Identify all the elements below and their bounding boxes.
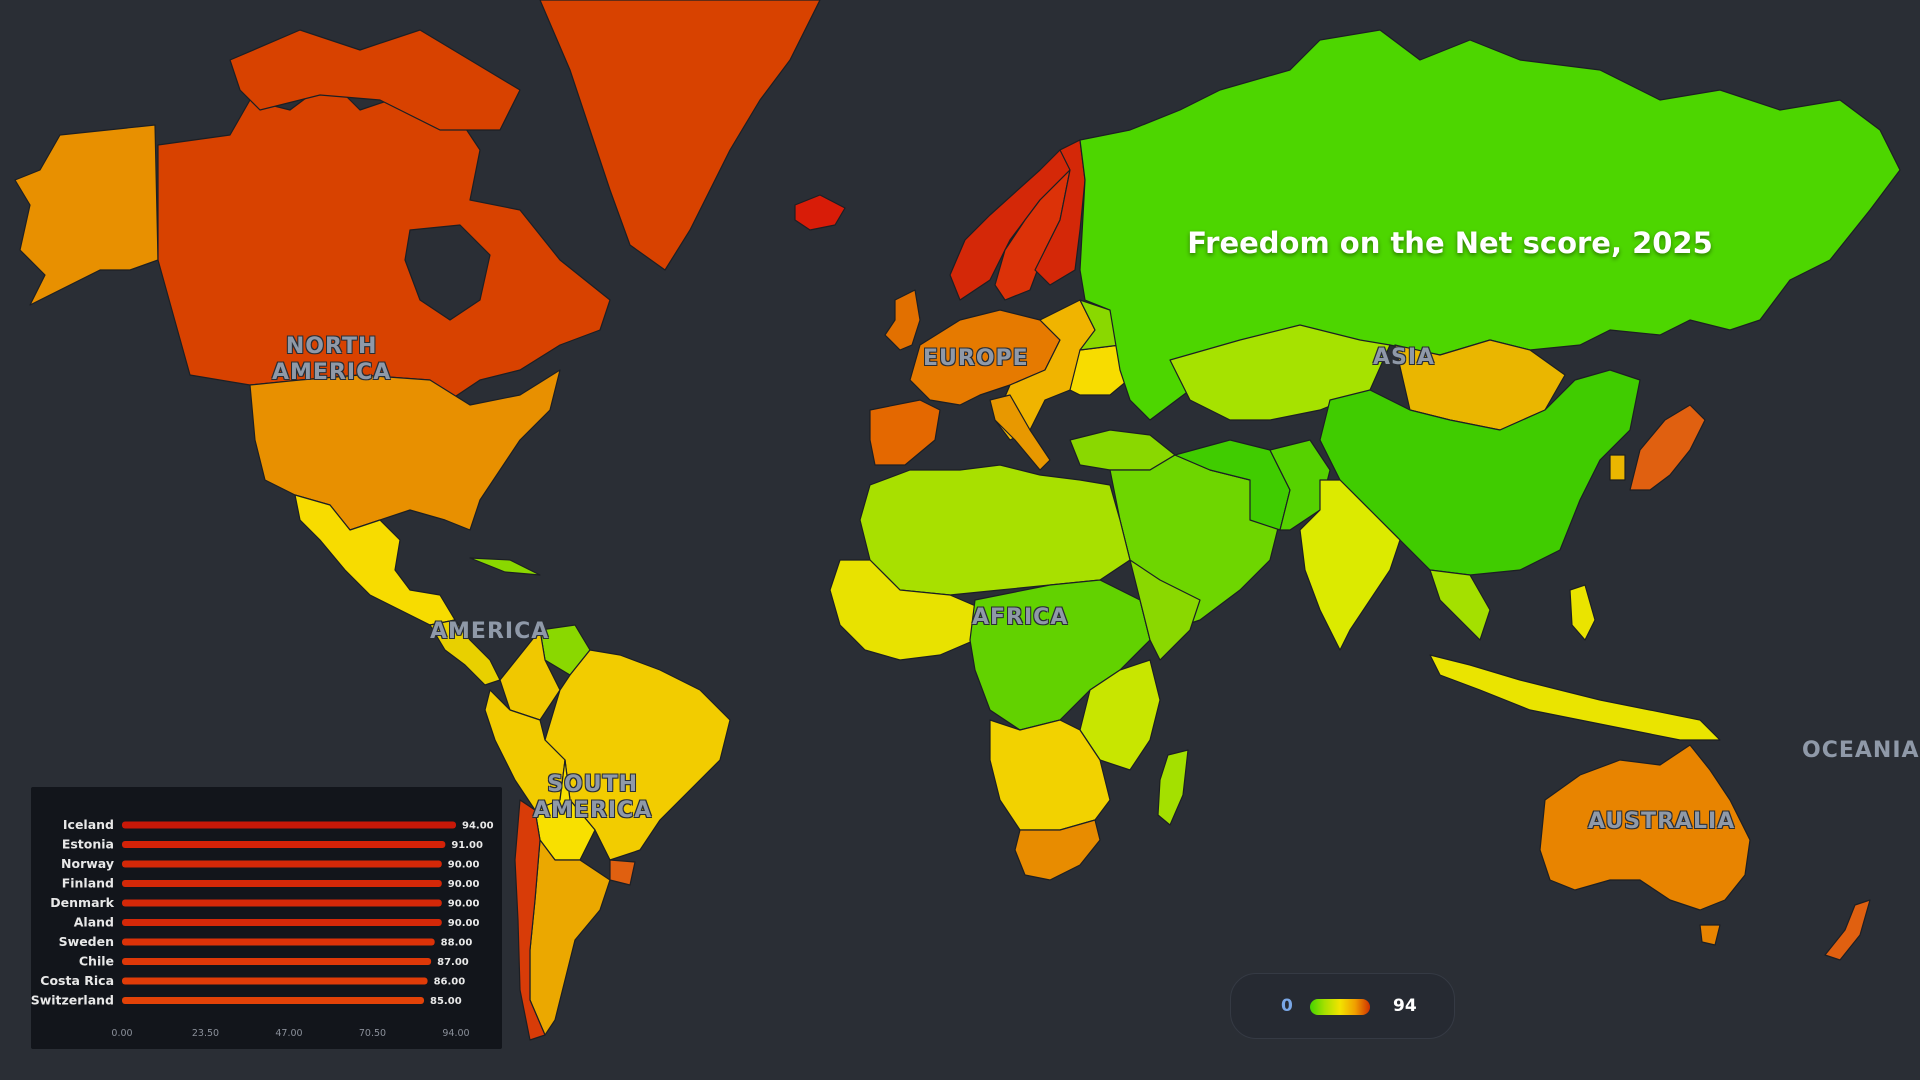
south-africa[interactable]: [1014, 819, 1101, 881]
united-states[interactable]: [249, 369, 561, 531]
bar[interactable]: [122, 938, 435, 946]
region-label-asia: ASIA: [1373, 345, 1436, 370]
legend-max-value: 94: [1393, 996, 1417, 1016]
x-tick-label: 23.50: [192, 1028, 219, 1039]
tasmania[interactable]: [1699, 924, 1721, 946]
top-countries-bar-chart: Iceland 94.00 Estonia 91.00 Norway 90.00 Finla…: [31, 817, 494, 1039]
bar[interactable]: [122, 821, 456, 829]
bar-value-label: 91.00: [451, 840, 483, 851]
bar-category-label: Denmark: [50, 895, 114, 910]
bar-category-label: Chile: [79, 954, 114, 969]
bar-value-label: 90.00: [448, 860, 480, 871]
bar[interactable]: [122, 997, 425, 1004]
canadian-arctic-islands[interactable]: [229, 29, 521, 131]
bar[interactable]: [122, 899, 442, 907]
greenland[interactable]: [539, 0, 821, 271]
bar-value-label: 90.00: [448, 899, 480, 910]
bar-value-label: 85.00: [430, 996, 462, 1007]
bar-value-label: 87.00: [437, 957, 469, 968]
bar-category-label: Switzerland: [31, 993, 114, 1008]
bar-value-label: 90.00: [448, 879, 480, 890]
southern-africa[interactable]: [989, 719, 1111, 831]
region-label-text: NORTH AMERICA: [272, 334, 392, 385]
argentina[interactable]: [529, 839, 611, 1036]
region-label-text: SOUTH AMERICA: [533, 772, 653, 823]
bar-value-label: 86.00: [434, 977, 466, 988]
russia[interactable]: [1079, 29, 1901, 421]
alaska[interactable]: [14, 124, 159, 306]
north-africa[interactable]: [859, 464, 1131, 596]
bar[interactable]: [122, 860, 442, 868]
japan[interactable]: [1629, 404, 1706, 491]
bar-category-label: Costa Rica: [40, 973, 114, 988]
region-label-oceania: OCEANIA: [1802, 738, 1920, 763]
region-label-europe: EUROPE: [923, 346, 1029, 371]
region-label-south-america: SOUTH AMERICA: [533, 772, 652, 824]
bar-category-label: Iceland: [63, 817, 114, 832]
indonesia[interactable]: [1429, 654, 1721, 741]
iberia[interactable]: [869, 399, 941, 466]
x-tick-label: 94.00: [442, 1028, 469, 1039]
x-tick-label: 0.00: [111, 1028, 132, 1039]
bar-value-label: 94.00: [462, 821, 494, 832]
x-tick-label: 70.50: [359, 1028, 386, 1039]
legend-min-value: 0: [1281, 996, 1293, 1016]
region-label-america: AMERICA: [430, 619, 550, 644]
horn-of-africa[interactable]: [1129, 559, 1201, 661]
southeast-asia[interactable]: [1429, 569, 1491, 641]
uruguay[interactable]: [609, 859, 636, 886]
mexico[interactable]: [294, 494, 456, 626]
bar-category-label: Estonia: [62, 837, 114, 852]
x-tick-label: 47.00: [275, 1028, 302, 1039]
region-label-australia: AUSTRALIA: [1588, 809, 1736, 834]
map-title: Freedom on the Net score, 2025: [1187, 226, 1713, 260]
bar-category-label: Sweden: [59, 934, 114, 949]
philippines[interactable]: [1569, 584, 1596, 641]
top-countries-bar-chart-panel: Iceland 94.00 Estonia 91.00 Norway 90.00 Finla…: [31, 787, 502, 1049]
legend-gradient-bar: [1310, 999, 1370, 1015]
bar-value-label: 88.00: [441, 938, 473, 949]
bar-category-label: Aland: [74, 915, 114, 930]
bar[interactable]: [122, 977, 428, 985]
iceland[interactable]: [794, 194, 846, 231]
south-korea[interactable]: [1609, 454, 1626, 481]
new-zealand[interactable]: [1824, 899, 1871, 961]
region-label-africa: AFRICA: [972, 605, 1069, 630]
bar[interactable]: [122, 880, 442, 887]
bar[interactable]: [122, 841, 446, 848]
color-scale-legend: 0 94: [1230, 973, 1455, 1039]
bar-value-label: 90.00: [448, 918, 480, 929]
west-africa[interactable]: [829, 559, 986, 661]
italy[interactable]: [989, 394, 1051, 471]
madagascar[interactable]: [1157, 749, 1189, 826]
bar-category-label: Norway: [61, 856, 114, 871]
chile[interactable]: [514, 799, 546, 1041]
united-kingdom[interactable]: [884, 289, 921, 351]
bar-category-label: Finland: [62, 876, 114, 891]
hudson-bay: [404, 224, 491, 321]
australia[interactable]: [1539, 744, 1751, 911]
bar[interactable]: [122, 958, 432, 965]
bar[interactable]: [122, 919, 442, 926]
region-label-north-america: NORTH AMERICA: [272, 334, 391, 386]
afghanistan-pakistan[interactable]: [1269, 439, 1331, 531]
india[interactable]: [1299, 479, 1401, 651]
cuba[interactable]: [469, 557, 541, 576]
